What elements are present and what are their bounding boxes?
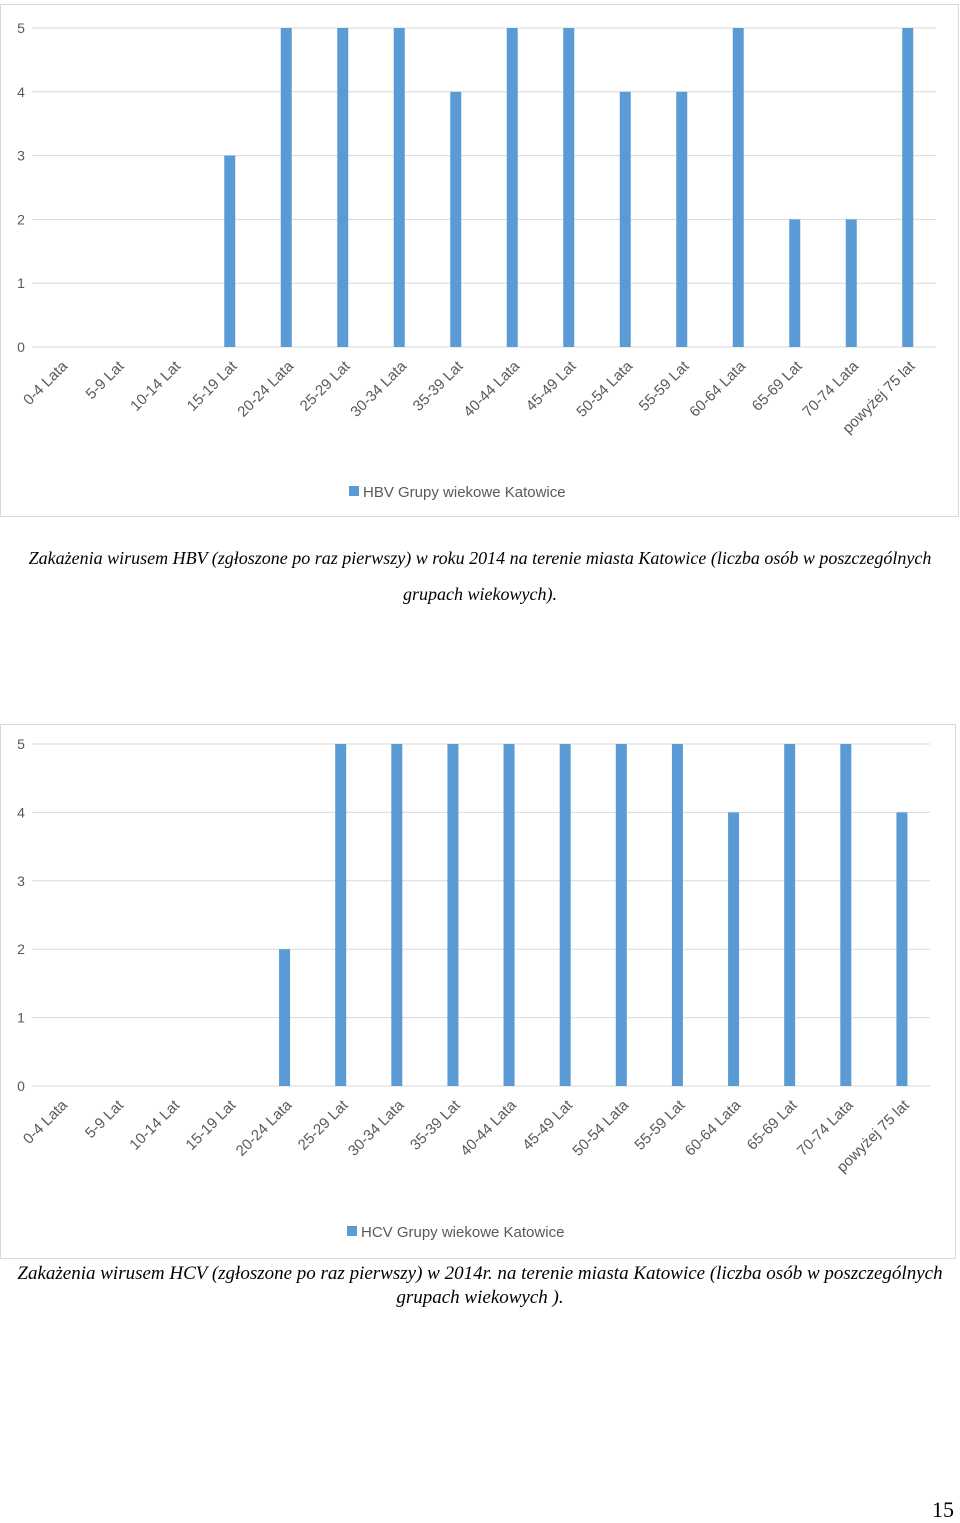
hbv-bar — [732, 28, 744, 347]
hcv-x-tick-label: 5-9 Lat — [82, 1096, 128, 1142]
hbv-bar — [845, 219, 857, 347]
hcv-x-tick-label: 60-64 Lata — [682, 1096, 745, 1159]
hbv-y-tick-label: 0 — [17, 339, 25, 355]
hbv-x-tick-label: 45-49 Lat — [523, 357, 580, 414]
hcv-y-tick-label: 1 — [17, 1010, 25, 1026]
hcv-y-tick-label: 0 — [17, 1078, 25, 1094]
hbv-x-tick-label: 50-54 Lata — [573, 357, 636, 420]
hbv-bar — [789, 219, 801, 347]
hcv-x-tick-label: 65-69 Lat — [744, 1096, 801, 1153]
hcv-x-tick-label: 45-49 Lat — [519, 1096, 576, 1153]
hcv-y-tick-label: 4 — [17, 804, 25, 820]
hbv-bar — [563, 28, 575, 347]
hcv-x-tick-label: 50-54 Lata — [569, 1096, 632, 1159]
hbv-bar — [676, 91, 688, 347]
hbv-legend-label: HBV Grupy wiekowe Katowice — [363, 484, 566, 501]
hcv-legend-swatch — [347, 1226, 357, 1236]
hcv-bar — [391, 744, 403, 1086]
hcv-bar — [784, 744, 796, 1086]
hcv-bar — [728, 812, 740, 1086]
page-number: 15 — [932, 1497, 954, 1522]
hcv-y-tick-label: 5 — [17, 736, 25, 752]
hcv-x-tick-label: 20-24 Lata — [233, 1096, 296, 1159]
hcv-x-tick-label: 15-19 Lat — [182, 1096, 239, 1153]
hbv-bar — [506, 28, 518, 347]
hcv-bar — [896, 812, 908, 1086]
hbv-x-tick-label: 25-29 Lat — [297, 357, 354, 414]
hbv-bar — [902, 28, 914, 347]
hcv-x-tick-label: 40-44 Lata — [457, 1096, 520, 1159]
hcv-bar — [840, 744, 852, 1086]
hbv-bar — [619, 91, 631, 347]
hcv-x-tick-label: 30-34 Lata — [345, 1096, 408, 1159]
hbv-chart: 0 1 2 3 4 5 0-4 Lata 5-9 Lat 10-14 Lat 15-19 Lat 2… — [0, 4, 959, 517]
hbv-y-tick-label: 5 — [17, 20, 25, 36]
hbv-legend-swatch — [349, 486, 359, 496]
hcv-x-tick-label: 25-29 Lat — [295, 1096, 352, 1153]
hbv-bar — [393, 28, 405, 347]
hcv-legend-label: HCV Grupy wiekowe Katowice — [361, 1224, 564, 1241]
hbv-x-tick-label: 55-59 Lat — [636, 357, 693, 414]
hbv-bar — [337, 28, 349, 347]
hcv-y-tick-label: 3 — [17, 873, 25, 889]
hcv-x-tick-label: 10-14 Lat — [126, 1096, 183, 1153]
hbv-y-tick-label: 3 — [17, 148, 25, 164]
hcv-bar — [447, 744, 459, 1086]
hcv-bar — [615, 744, 627, 1086]
hbv-y-tick-label: 1 — [17, 275, 25, 291]
hcv-x-tick-label: 35-39 Lat — [407, 1096, 464, 1153]
hbv-bar — [224, 155, 236, 347]
hbv-chart-caption: Zakażenia wirusem HBV (zgłoszone po raz … — [28, 548, 932, 604]
hcv-bar — [559, 744, 571, 1086]
hbv-x-tick-label: 15-19 Lat — [184, 357, 241, 414]
hbv-bar — [450, 91, 462, 347]
hbv-bar — [280, 28, 292, 347]
hbv-y-tick-label: 4 — [17, 84, 25, 100]
hcv-y-tick-label: 2 — [17, 941, 25, 957]
hbv-x-tick-label: 60-64 Lata — [686, 357, 749, 420]
hbv-x-tick-label: 5-9 Lat — [83, 357, 129, 403]
hbv-x-tick-label: 65-69 Lat — [749, 357, 806, 414]
hcv-chart-caption: Zakażenia wirusem HCV (zgłoszone po raz … — [17, 1263, 943, 1308]
hcv-bar — [503, 744, 515, 1086]
hcv-bar — [335, 744, 347, 1086]
hbv-x-tick-label: 0-4 Lata — [20, 357, 71, 408]
hbv-x-tick-label: 30-34 Lata — [347, 357, 410, 420]
hcv-x-tick-label: 55-59 Lat — [631, 1096, 688, 1153]
hcv-chart: 0 1 2 3 4 5 0-4 Lata 5-9 Lat 10-14 Lat 15-19 Lat 2… — [0, 724, 956, 1259]
hcv-bar — [671, 744, 683, 1086]
hbv-y-tick-label: 2 — [17, 211, 25, 227]
hbv-x-tick-label: 35-39 Lat — [410, 357, 467, 414]
hbv-x-tick-label: 10-14 Lat — [127, 357, 184, 414]
hcv-x-tick-label: 0-4 Lata — [20, 1096, 71, 1147]
hbv-x-tick-label: 40-44 Lata — [460, 357, 523, 420]
hbv-x-tick-label: 20-24 Lata — [234, 357, 297, 420]
hcv-bar — [279, 949, 291, 1086]
